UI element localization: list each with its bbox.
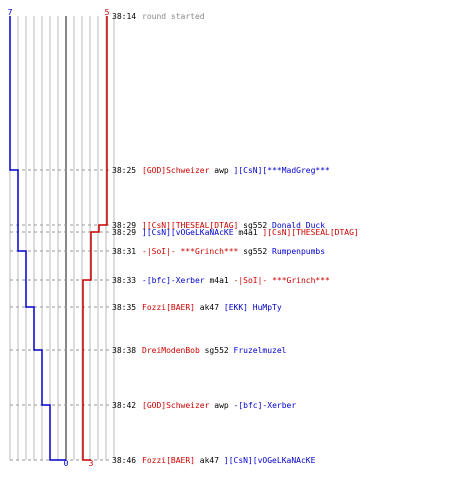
event-row: 38:46 Fozzi[BAER] ak47 ][CsN][vOGeLKaNAcK… [112, 456, 316, 465]
event-row: 38:25 [GOD]Schweizer awp ][CsN][***MadGre… [112, 166, 330, 175]
event-time: 38:14 [112, 12, 136, 21]
red-team-step-line [82, 16, 108, 461]
event-part: -|SoI|- ***Grinch*** [234, 276, 331, 285]
event-part: Donald Duck [272, 221, 325, 230]
event-row: 38:29 ][CsN][THESEAL[DTAG] sg552 Donald D… [112, 221, 325, 230]
event-part: ][CsN][vOGeLKaNAcKE [142, 228, 234, 237]
event-part: ][CsN][THESEAL[DTAG] [142, 221, 238, 230]
blue-start-count: 7 [8, 8, 13, 17]
event-description: DreiModenBob sg552 Fruzelmuzel [142, 346, 287, 355]
blue-team-step-line [9, 16, 66, 461]
event-part: Fruzelmuzel [234, 346, 287, 355]
red-end-count: 3 [89, 459, 94, 468]
event-row: 38:31 -|SoI|- ***Grinch*** sg552 Rumpenpu… [112, 247, 325, 256]
blue-end-count: 0 [64, 459, 69, 468]
event-part: -[bfc]-Xerber [142, 276, 205, 285]
event-part: awp [209, 401, 233, 410]
event-part: Fozzi[BAER] [142, 456, 195, 465]
event-part: m4a1 [205, 276, 234, 285]
event-part: round started [142, 12, 205, 21]
event-row: 38:14 round started [112, 12, 205, 21]
event-part: -|SoI|- ***Grinch*** [142, 247, 239, 256]
event-part: Rumpenpumbs [272, 247, 325, 256]
event-part: -[bfc]-Xerber [234, 401, 297, 410]
event-part: Fozzi[BAER] [142, 303, 195, 312]
grid-layer [9, 16, 115, 460]
event-time: 38:42 [112, 401, 136, 410]
event-connector-layer [10, 169, 110, 461]
event-time: 38:33 [112, 276, 136, 285]
event-row: 38:33 -[bfc]-Xerber m4a1 -|SoI|- ***Grinc… [112, 276, 330, 285]
event-part: ak47 [195, 303, 224, 312]
event-time: 38:38 [112, 346, 136, 355]
event-description: [GOD]Schweizer awp -[bfc]-Xerber [142, 401, 296, 410]
event-description: -|SoI|- ***Grinch*** sg552 Rumpenpumbs [142, 247, 325, 256]
team-step-layer [9, 16, 108, 461]
event-description: [GOD]Schweizer awp ][CsN][***MadGreg*** [142, 166, 330, 175]
team-count-layer: 7 5 0 3 [8, 8, 110, 468]
event-label-layer: 38:14 round started 38:25 [GOD]Schweizer aw… [112, 12, 359, 465]
event-time: 38:29 [112, 221, 136, 230]
event-part: m4a1 [234, 228, 263, 237]
event-part: sg552 [200, 346, 234, 355]
event-row: 38:42 [GOD]Schweizer awp -[bfc]-Xerber [112, 401, 296, 410]
event-time: 38:25 [112, 166, 136, 175]
event-part: sg552 [238, 247, 272, 256]
event-description: Fozzi[BAER] ak47 ][CsN][vOGeLKaNAcKE [142, 456, 316, 465]
event-description: -[bfc]-Xerber m4a1 -|SoI|- ***Grinch*** [142, 276, 330, 285]
event-row: 38:38 DreiModenBob sg552 Fruzelmuzel [112, 346, 287, 355]
event-part: ][CsN][***MadGreg*** [234, 166, 331, 175]
event-row: 38:29 ][CsN][vOGeLKaNAcKE m4a1 ][CsN][THE… [112, 228, 359, 237]
event-part: [GOD]Schweizer [142, 166, 210, 175]
event-time: 38:29 [112, 228, 136, 237]
event-description: Fozzi[BAER] ak47 [EKK] HuMpTy [142, 303, 282, 312]
event-time: 38:31 [112, 247, 136, 256]
event-part: [EKK] HuMpTy [224, 303, 282, 312]
event-row: 38:35 Fozzi[BAER] ak47 [EKK] HuMpTy [112, 303, 282, 312]
event-part: ak47 [195, 456, 224, 465]
event-description: ][CsN][THESEAL[DTAG] sg552 Donald Duck [142, 221, 325, 230]
event-part: ][CsN][THESEAL[DTAG] [262, 228, 358, 237]
event-part: ][CsN][vOGeLKaNAcKE [224, 456, 316, 465]
event-part: DreiModenBob [142, 346, 200, 355]
event-description: ][CsN][vOGeLKaNAcKE m4a1 ][CsN][THESEAL[… [142, 228, 359, 237]
event-description: round started [142, 12, 205, 21]
event-time: 38:35 [112, 303, 136, 312]
event-part: awp [209, 166, 233, 175]
red-start-count: 5 [105, 8, 110, 17]
event-time: 38:46 [112, 456, 136, 465]
event-part: [GOD]Schweizer [142, 401, 210, 410]
event-part: sg552 [238, 221, 272, 230]
